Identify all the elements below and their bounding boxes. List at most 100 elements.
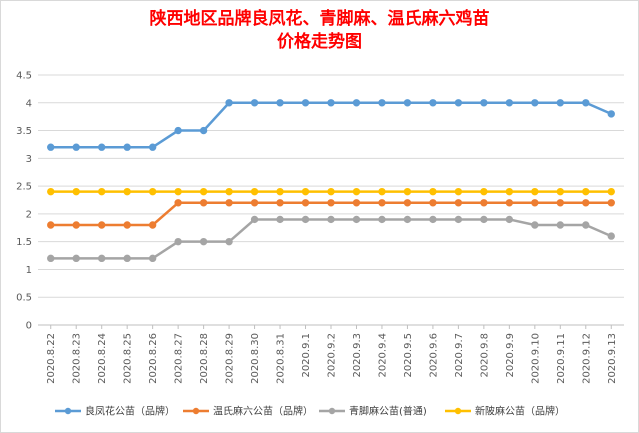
x-tick-label: 2020.9.12 xyxy=(581,333,592,384)
data-point xyxy=(327,99,335,107)
x-tick-label: 2020.8.28 xyxy=(199,333,210,384)
x-tick-label: 2020.9.8 xyxy=(479,333,490,378)
data-point xyxy=(276,99,284,107)
legend-swatch-marker xyxy=(454,407,462,415)
data-point xyxy=(148,254,157,263)
legend-item: 新陂麻公苗（品牌） xyxy=(445,405,565,418)
legend-item: 温氏麻六公苗（品牌） xyxy=(183,405,313,418)
x-tick-label: 2020.9.13 xyxy=(607,333,618,384)
legend: 良凤花公苗（品牌） 温氏麻六公苗（品牌） 青脚麻公苗(普通) 新陂麻公苗（品牌） xyxy=(55,405,565,418)
data-point xyxy=(199,187,208,196)
x-tick-label: 2020.8.23 xyxy=(72,333,83,384)
series-2 xyxy=(47,215,615,263)
data-point xyxy=(47,254,55,263)
data-point xyxy=(556,199,565,207)
data-point xyxy=(199,126,208,135)
data-point xyxy=(327,199,335,207)
x-tick-label: 2020.8.29 xyxy=(225,333,236,384)
data-point xyxy=(531,99,539,107)
x-tick-label: 2020.9.4 xyxy=(377,333,388,378)
data-point xyxy=(378,99,386,107)
data-point xyxy=(276,215,284,224)
data-point xyxy=(403,199,412,207)
data-point xyxy=(403,187,412,196)
data-point xyxy=(123,221,131,229)
legend-swatch-marker xyxy=(192,407,200,415)
data-point xyxy=(276,199,284,207)
data-point xyxy=(582,199,590,207)
data-point xyxy=(72,187,80,196)
data-point xyxy=(403,215,412,224)
x-tick-label: 2020.8.27 xyxy=(174,333,185,384)
data-point xyxy=(454,215,463,224)
data-point xyxy=(505,199,514,207)
data-point xyxy=(47,221,55,229)
data-point xyxy=(301,187,310,196)
data-point xyxy=(47,143,55,151)
data-point xyxy=(225,187,233,196)
legend-label: 良凤花公苗（品牌） xyxy=(85,405,175,418)
data-point xyxy=(352,215,361,224)
data-point xyxy=(72,254,80,263)
data-point xyxy=(301,215,310,224)
data-point xyxy=(403,99,412,107)
data-point xyxy=(250,199,259,207)
data-point xyxy=(531,221,539,229)
data-point xyxy=(97,254,106,263)
chart-title-line2: 价格走势图 xyxy=(277,32,362,52)
data-point xyxy=(556,99,565,107)
data-point xyxy=(607,232,615,240)
data-point xyxy=(97,187,106,196)
data-point xyxy=(454,99,463,107)
legend-label: 新陂麻公苗（品牌） xyxy=(475,405,565,418)
series-1 xyxy=(47,199,615,229)
data-point xyxy=(199,237,208,246)
data-point xyxy=(225,237,233,246)
y-tick-label: 4.5 xyxy=(16,71,32,82)
legend-label: 青脚麻公苗(普通) xyxy=(349,405,427,418)
y-tick-label: 3 xyxy=(26,154,32,165)
data-point xyxy=(531,187,539,196)
x-tick-label: 2020.9.6 xyxy=(428,333,439,378)
data-point xyxy=(174,187,182,196)
x-tick-label: 2020.8.22 xyxy=(46,333,57,384)
data-point xyxy=(276,187,284,196)
series-line xyxy=(50,101,612,149)
data-point xyxy=(480,99,488,107)
data-point xyxy=(199,199,208,207)
data-point xyxy=(97,143,106,151)
legend-label: 温氏麻六公苗（品牌） xyxy=(213,405,313,418)
data-point xyxy=(174,199,182,207)
x-axis-ticks: 2020.8.22 2020.8.23 2020.8.24 2020.8.25 2020… xyxy=(46,325,618,384)
data-point xyxy=(480,187,488,196)
x-tick-label: 2020.9.10 xyxy=(530,333,541,384)
data-point xyxy=(556,187,565,196)
legend-swatch-marker xyxy=(64,407,72,415)
x-tick-label: 2020.9.5 xyxy=(403,333,414,378)
data-point xyxy=(97,221,106,229)
x-tick-label: 2020.8.30 xyxy=(250,333,261,384)
data-point xyxy=(250,187,259,196)
data-point xyxy=(429,199,437,207)
data-point xyxy=(47,187,55,196)
data-point xyxy=(250,99,259,107)
x-tick-label: 2020.9.11 xyxy=(556,333,567,384)
data-point xyxy=(250,215,259,224)
data-point xyxy=(429,215,437,224)
data-point xyxy=(148,187,157,196)
x-tick-label: 2020.8.24 xyxy=(97,333,108,384)
data-point xyxy=(556,221,565,229)
data-point xyxy=(429,99,437,107)
data-point xyxy=(582,99,590,107)
legend-item: 青脚麻公苗(普通) xyxy=(319,405,427,418)
x-tick-label: 2020.9.2 xyxy=(327,333,338,378)
data-point xyxy=(352,199,361,207)
legend-item: 良凤花公苗（品牌） xyxy=(55,405,175,418)
data-point xyxy=(505,215,514,224)
y-tick-label: 2 xyxy=(26,209,32,220)
y-tick-label: 1.5 xyxy=(16,237,32,248)
x-tick-label: 2020.9.3 xyxy=(352,333,363,378)
series-lines xyxy=(47,99,615,263)
data-point xyxy=(607,199,615,207)
chart-title-line1: 陕西地区品牌良凤花、青脚麻、温氏麻六鸡苗 xyxy=(149,9,490,29)
